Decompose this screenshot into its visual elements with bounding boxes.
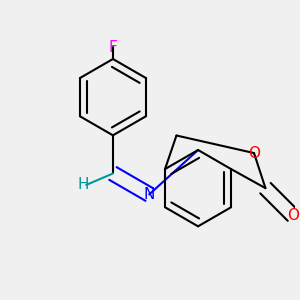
Text: H: H — [77, 177, 89, 192]
Text: F: F — [109, 40, 117, 55]
Text: O: O — [287, 208, 299, 223]
Text: O: O — [248, 146, 260, 160]
Text: N: N — [143, 187, 155, 202]
